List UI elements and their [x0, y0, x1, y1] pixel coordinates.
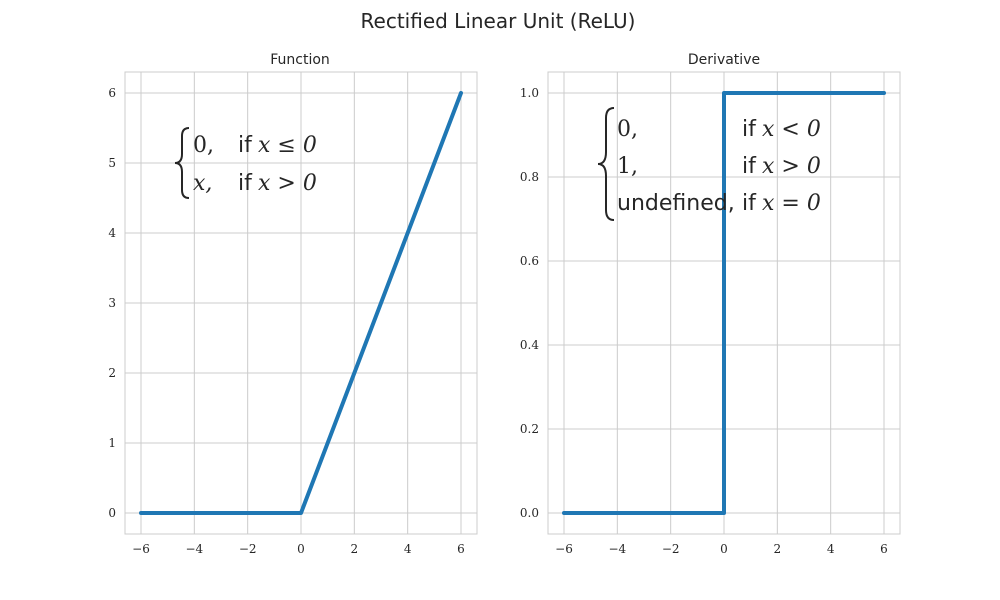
derivative-x-tick-label: −4	[608, 542, 626, 556]
function-x-tick-label: 2	[351, 542, 359, 556]
derivative-y-tick-label: 0.8	[520, 170, 539, 184]
function-x-tick-label: 6	[457, 542, 465, 556]
function-gridlines	[125, 72, 477, 534]
derivative-case-2-value: 1,	[617, 154, 638, 179]
figure-title: Rectified Linear Unit (ReLU)	[361, 9, 636, 33]
function-y-tick-label: 1	[108, 436, 116, 450]
function-x-tick-label: −4	[185, 542, 203, 556]
derivative-x-tick-label: 6	[880, 542, 888, 556]
function-y-ticks: 0 1 2 3 4 5 6	[108, 86, 116, 520]
function-x-tick-label: −2	[239, 542, 257, 556]
derivative-x-tick-label: 0	[720, 542, 728, 556]
function-case-1-condition: x ≤ 0	[258, 133, 317, 158]
function-x-tick-label: 0	[297, 542, 305, 556]
derivative-x-tick-label: −6	[555, 542, 573, 556]
function-case-1-value: 0,	[193, 133, 214, 158]
function-relu-line	[139, 91, 463, 515]
function-x-ticks: −6 −4 −2 0 2 4 6	[132, 542, 465, 556]
function-x-tick-label: −6	[132, 542, 150, 556]
function-piecewise-annotation: 0, if x ≤ 0 x, if x > 0	[174, 127, 317, 199]
derivative-left-brace	[597, 107, 615, 221]
function-y-tick-label: 5	[108, 156, 116, 170]
derivative-y-tick-label: 0.4	[520, 338, 539, 352]
function-case-2-value: x,	[193, 171, 212, 196]
derivative-x-tick-label: 2	[774, 542, 782, 556]
function-plot-frame	[124, 71, 478, 535]
derivative-case-2-condition: x > 0	[762, 154, 821, 179]
function-left-brace	[174, 127, 190, 199]
derivative-piecewise-annotation: 0, if x < 0 1, if x > 0 undefined, if x …	[597, 107, 821, 221]
derivative-y-tick-label: 0.6	[520, 254, 539, 268]
derivative-y-ticks: 0.0 0.2 0.4 0.6 0.8 1.0	[520, 86, 539, 520]
derivative-step-line	[562, 91, 886, 515]
derivative-case-2-if: if	[742, 154, 757, 179]
derivative-x-ticks: −6 −4 −2 0 2 4 6	[555, 542, 888, 556]
derivative-panel: Derivative −6 −4 −2 0 2 4 6 0.0 0.2 0.4 0.6 0.8 1.0…	[520, 52, 901, 556]
derivative-plot-frame	[547, 71, 901, 535]
function-panel-title: Function	[270, 52, 330, 68]
derivative-case-1-value: 0,	[617, 117, 638, 142]
function-y-tick-label: 0	[108, 506, 116, 520]
function-x-tick-label: 4	[404, 542, 412, 556]
function-y-tick-label: 6	[108, 86, 116, 100]
derivative-case-1-condition: x < 0	[762, 117, 821, 142]
derivative-case-3-condition: x = 0	[762, 191, 821, 216]
function-case-1-if: if	[238, 133, 253, 158]
function-y-tick-label: 4	[108, 226, 116, 240]
function-y-tick-label: 2	[108, 366, 116, 380]
function-case-2-if: if	[238, 171, 253, 196]
function-panel: Function −6 −4 −2 0 2 4 6 0 1 2 3 4 5 6 0, if x ≤ 0 …	[108, 52, 478, 556]
derivative-case-3-value: undefined,	[617, 191, 735, 216]
derivative-x-tick-label: 4	[827, 542, 835, 556]
derivative-case-3-if: if	[742, 191, 757, 216]
derivative-panel-title: Derivative	[688, 52, 760, 68]
derivative-y-tick-label: 0.2	[520, 422, 539, 436]
function-case-2-condition: x > 0	[258, 171, 317, 196]
derivative-y-tick-label: 0.0	[520, 506, 539, 520]
function-y-tick-label: 3	[108, 296, 116, 310]
derivative-case-1-if: if	[742, 117, 757, 142]
derivative-x-tick-label: −2	[662, 542, 680, 556]
derivative-y-tick-label: 1.0	[520, 86, 539, 100]
